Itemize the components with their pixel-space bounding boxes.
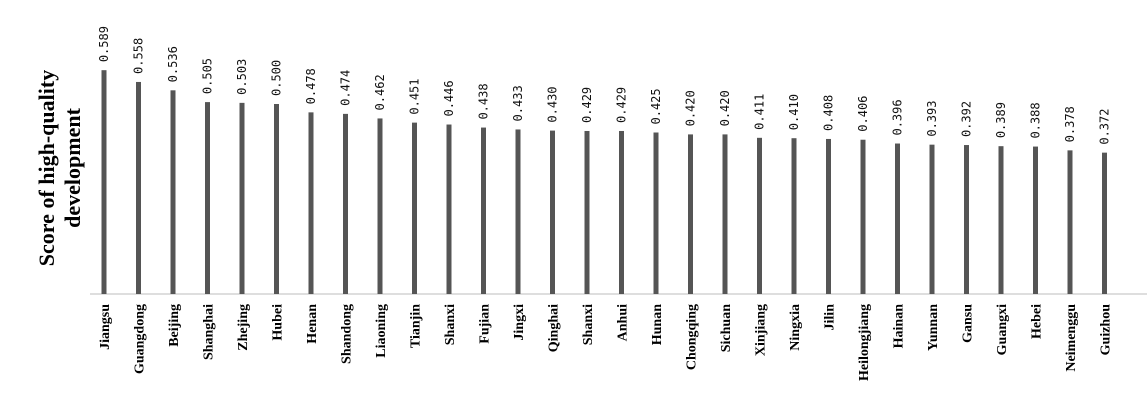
category-label-2: Guangdong (133, 304, 148, 374)
value-label-14: 0.430 (546, 86, 560, 122)
value-label-26: 0.392 (960, 101, 974, 137)
bar-19 (722, 134, 728, 294)
category-label-10: Tianjin (409, 304, 424, 348)
value-label-8: 0.474 (339, 70, 353, 106)
bar-30 (1102, 152, 1107, 294)
value-label-24: 0.396 (891, 99, 905, 135)
category-label-21: Ningxia (788, 304, 803, 351)
category-label-28: Hebei (1030, 304, 1045, 339)
bar-8 (343, 113, 348, 294)
value-label-20: 0.411 (753, 94, 767, 130)
bar-14 (550, 130, 555, 294)
y-axis-title-line-2: development (60, 107, 85, 227)
value-label-6: 0.500 (270, 60, 284, 96)
value-label-29: 0.378 (1063, 106, 1077, 142)
category-label-30: Guizhou (1099, 304, 1114, 356)
bar-10 (412, 122, 417, 295)
value-label-23: 0.406 (856, 96, 870, 132)
category-label-25: Yunnan (926, 304, 941, 351)
value-label-7: 0.478 (304, 68, 318, 104)
value-label-5: 0.503 (235, 59, 249, 95)
bar-4 (205, 102, 210, 294)
bar-5 (239, 102, 245, 294)
value-label-18: 0.420 (684, 90, 698, 126)
category-label-15: Shanxi (581, 304, 596, 345)
bar-28 (1033, 146, 1038, 294)
category-label-3: Beijing (167, 304, 182, 347)
category-label-5: Zhejing (236, 304, 251, 351)
bar-22 (826, 138, 831, 294)
value-label-17: 0.425 (649, 88, 663, 124)
category-label-20: Xinjiang (754, 304, 769, 356)
category-label-8: Shandong (340, 304, 355, 364)
category-label-12: Fujian (478, 304, 493, 344)
category-label-13: Jingxi (512, 304, 527, 341)
category-label-9: Liaoning (374, 304, 389, 358)
category-label-29: Neimenggu (1064, 304, 1079, 372)
bar-18 (688, 134, 693, 294)
value-label-1: 0.589 (97, 26, 111, 62)
value-label-27: 0.389 (994, 102, 1008, 138)
bar-16 (619, 130, 624, 294)
value-label-13: 0.433 (511, 85, 525, 121)
category-label-24: Hainan (892, 304, 907, 349)
bar-29 (1067, 150, 1073, 294)
category-label-19: Sichuan (719, 304, 734, 352)
value-label-3: 0.536 (166, 46, 180, 82)
bar-7 (308, 112, 314, 294)
bar-23 (860, 139, 866, 294)
value-label-11: 0.446 (442, 80, 456, 116)
bar-27 (998, 146, 1004, 294)
y-axis-title-line-1: Score of high-quality (34, 70, 59, 266)
bar-1 (101, 70, 107, 295)
value-label-15: 0.429 (580, 87, 594, 123)
category-label-7: Henan (305, 304, 320, 344)
category-label-4: Shanghai (202, 304, 217, 360)
bar-11 (446, 124, 452, 295)
category-label-16: Anhui (616, 304, 631, 341)
category-label-14: Qinghai (547, 304, 562, 352)
y-axis-title: Score of high-quality development (34, 70, 85, 266)
value-label-10: 0.451 (408, 78, 422, 114)
bar-15 (584, 130, 590, 294)
bars-group: 0.589 Jiangsu 0.558 Guangdong 0.536 Beijing 0.… (97, 26, 1114, 381)
bar-24 (895, 143, 900, 294)
category-label-26: Gansu (961, 304, 976, 343)
value-label-21: 0.410 (787, 94, 801, 130)
bar-3 (170, 90, 176, 294)
bar-17 (653, 132, 659, 294)
value-label-16: 0.429 (615, 87, 629, 123)
bar-6 (274, 104, 279, 294)
category-label-18: Chongqing (685, 304, 700, 370)
category-label-11: Shanxi (443, 304, 458, 345)
value-label-9: 0.462 (373, 74, 387, 110)
value-label-30: 0.372 (1098, 109, 1112, 145)
category-label-22: Jilin (823, 304, 838, 331)
bar-26 (964, 145, 969, 294)
category-label-27: Guangxi (995, 304, 1010, 355)
value-label-12: 0.438 (477, 83, 491, 119)
bar-25 (929, 144, 935, 294)
value-label-22: 0.408 (822, 95, 836, 131)
bar-9 (377, 118, 383, 294)
bar-21 (791, 138, 797, 294)
value-label-25: 0.393 (925, 101, 939, 137)
category-label-17: Hunan (650, 304, 665, 345)
bar-12 (481, 127, 486, 294)
value-label-4: 0.505 (201, 58, 215, 94)
bar-2 (136, 81, 141, 295)
value-label-2: 0.558 (132, 38, 146, 74)
category-label-23: Heilongjiang (857, 304, 872, 381)
bar-13 (515, 129, 521, 294)
category-label-1: Jiangsu (98, 304, 113, 350)
value-label-19: 0.420 (718, 90, 732, 126)
bar-20 (757, 137, 762, 294)
value-label-28: 0.388 (1029, 102, 1043, 138)
category-label-6: Hubei (271, 304, 286, 341)
